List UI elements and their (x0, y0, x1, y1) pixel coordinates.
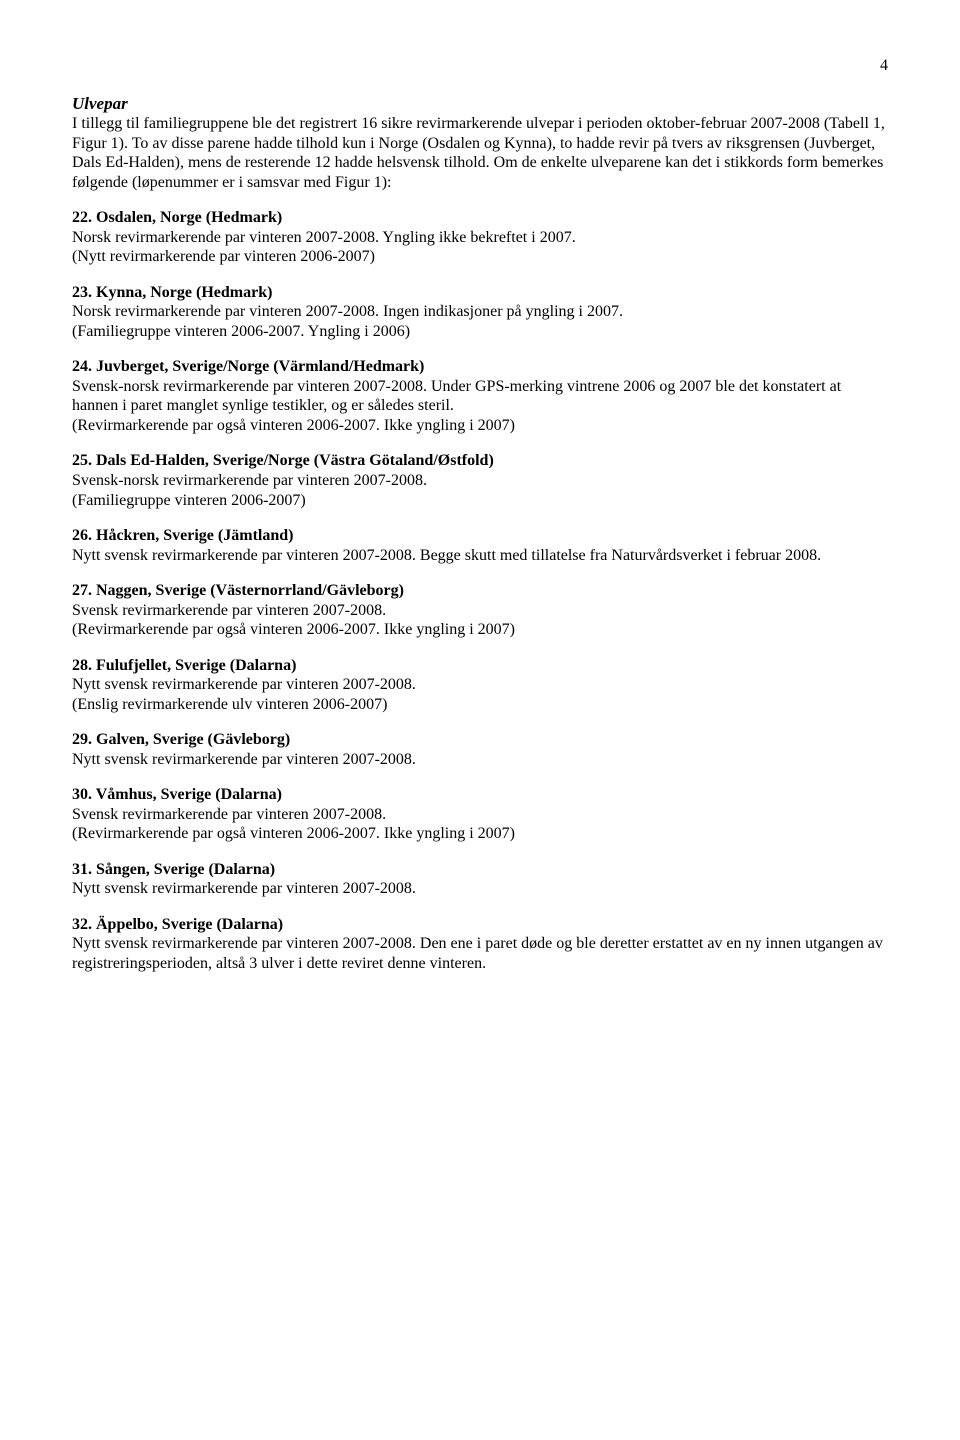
entry-title: 29. Galven, Sverige (Gävleborg) (72, 731, 290, 748)
entry-title: 23. Kynna, Norge (Hedmark) (72, 284, 272, 301)
entry-body: Nytt svensk revirmarkerende par vinteren… (72, 934, 888, 973)
entry-title: 32. Äppelbo, Sverige (Dalarna) (72, 916, 283, 933)
entry-30: 30. Våmhus, Sverige (Dalarna) Svensk rev… (72, 785, 888, 844)
entry-title: 27. Naggen, Sverige (Västernorrland/Gävl… (72, 582, 404, 599)
entry-body: Norsk revirmarkerende par vinteren 2007-… (72, 302, 888, 341)
entry-body: Svensk revirmarkerende par vinteren 2007… (72, 805, 888, 844)
entry-body: Nytt svensk revirmarkerende par vinteren… (72, 546, 888, 566)
entry-28: 28. Fulufjellet, Sverige (Dalarna) Nytt … (72, 656, 888, 715)
entry-title: 22. Osdalen, Norge (Hedmark) (72, 209, 282, 226)
entry-32: 32. Äppelbo, Sverige (Dalarna) Nytt sven… (72, 915, 888, 974)
entry-body: Nytt svensk revirmarkerende par vinteren… (72, 750, 888, 770)
entry-title: 30. Våmhus, Sverige (Dalarna) (72, 786, 282, 803)
entry-body: Nytt svensk revirmarkerende par vinteren… (72, 879, 888, 899)
page-number: 4 (72, 56, 888, 76)
entry-body: Norsk revirmarkerende par vinteren 2007-… (72, 228, 888, 267)
entry-27: 27. Naggen, Sverige (Västernorrland/Gävl… (72, 581, 888, 640)
entry-title: 31. Sången, Sverige (Dalarna) (72, 861, 275, 878)
entry-title: 26. Håckren, Sverige (Jämtland) (72, 527, 293, 544)
entry-body: Nytt svensk revirmarkerende par vinteren… (72, 675, 888, 714)
entry-body: Svensk revirmarkerende par vinteren 2007… (72, 601, 888, 640)
entry-body: Svensk-norsk revirmarkerende par vintere… (72, 377, 888, 436)
entry-title: 24. Juvberget, Sverige/Norge (Värmland/H… (72, 358, 424, 375)
entry-title: 25. Dals Ed-Halden, Sverige/Norge (Västr… (72, 452, 494, 469)
entry-22: 22. Osdalen, Norge (Hedmark) Norsk revir… (72, 208, 888, 267)
entry-body: Svensk-norsk revirmarkerende par vintere… (72, 471, 888, 510)
section-title: Ulvepar (72, 94, 888, 115)
intro-paragraph: I tillegg til familiegruppene ble det re… (72, 114, 888, 192)
entry-title: 28. Fulufjellet, Sverige (Dalarna) (72, 657, 296, 674)
entry-29: 29. Galven, Sverige (Gävleborg) Nytt sve… (72, 730, 888, 769)
entry-23: 23. Kynna, Norge (Hedmark) Norsk revirma… (72, 283, 888, 342)
entry-24: 24. Juvberget, Sverige/Norge (Värmland/H… (72, 357, 888, 435)
entry-31: 31. Sången, Sverige (Dalarna) Nytt svens… (72, 860, 888, 899)
entry-25: 25. Dals Ed-Halden, Sverige/Norge (Västr… (72, 451, 888, 510)
entry-26: 26. Håckren, Sverige (Jämtland) Nytt sve… (72, 526, 888, 565)
